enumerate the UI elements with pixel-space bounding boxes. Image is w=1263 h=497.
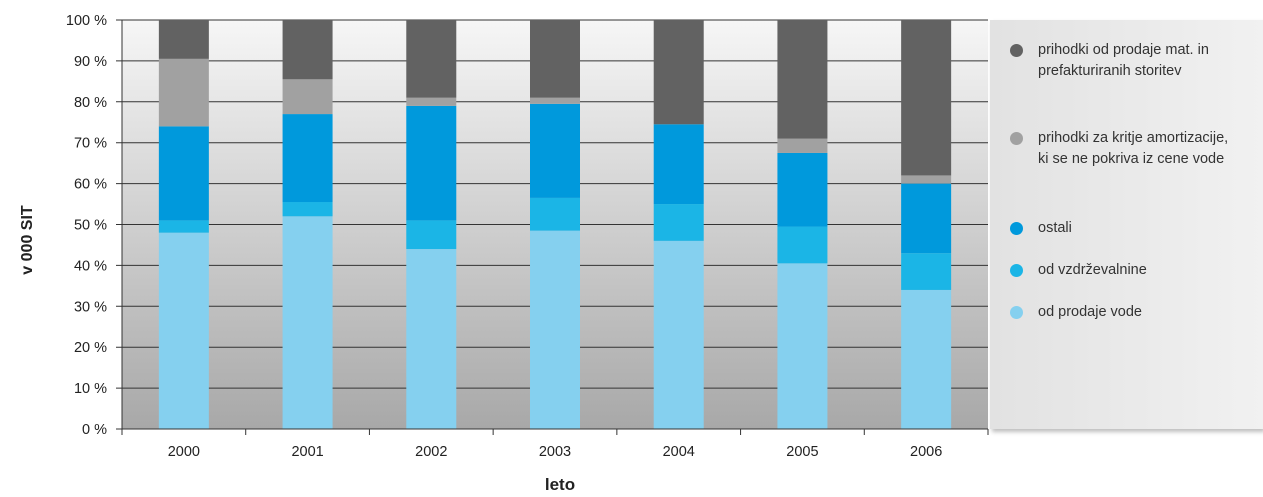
axes [121,20,989,435]
legend-item: ostali [1010,218,1260,239]
legend-label: ostali [1038,220,1072,236]
y-axis-label: v 000 SIT [19,205,36,275]
bar-segment [530,197,580,231]
bar-segment [530,103,580,198]
y-tick-label: 100 % [66,13,107,29]
legend-swatch [1010,264,1023,277]
y-tick-label: 50 % [74,218,107,234]
bar-segment [158,220,209,233]
bar-segment [282,202,333,217]
bar-segment [901,175,952,184]
y-tick-label: 30 % [74,299,107,315]
bar-segment [158,58,209,127]
x-tick-label: 2003 [539,444,571,460]
legend-label: prihodki od prodaje mat. in prefakturira… [1038,42,1209,79]
x-axis-label: leto [545,475,575,494]
bar-segment [653,204,704,241]
x-tick-label: 2006 [910,444,942,460]
bar-segment [158,20,209,59]
bar-segment [653,124,704,205]
bar-segment [158,232,209,429]
x-tick-label: 2005 [786,444,818,460]
legend-item: prihodki za kritje amortizacije, ki se n… [1010,128,1260,170]
bar-segment [530,230,580,429]
bars [158,20,952,429]
bar-segment [777,152,828,227]
legend-item: od vzdrževalnine [1010,260,1260,281]
x-tick-label: 2001 [291,444,323,460]
x-tick-label: 2004 [663,444,695,460]
bar-segment [653,20,704,125]
bar-segment [406,249,457,429]
bar-segment [406,220,457,250]
y-tick-label: 80 % [74,95,107,111]
bar-segment [282,114,333,203]
bar-segment [901,253,952,290]
y-tick-label: 20 % [74,340,107,356]
bar-segment [777,226,828,264]
y-tick-label: 70 % [74,136,107,152]
y-tick-label: 60 % [74,177,107,193]
bar-segment [282,216,333,429]
legend-swatch [1010,306,1023,319]
bar-segment [777,20,828,139]
bar-segment [653,240,704,429]
legend-item: od prodaje vode [1010,302,1260,323]
bar-segment [777,138,828,153]
bar-segment [406,20,457,98]
bar-segment [530,97,580,104]
legend-label: od prodaje vode [1038,304,1142,320]
legend: prihodki od prodaje mat. in prefakturira… [990,20,1263,429]
bar-segment [158,126,209,221]
legend-swatch [1010,132,1023,145]
bar-segment [406,105,457,221]
x-tick-label: 2000 [168,444,200,460]
y-tick-labels: 0 % 10 % 20 % 30 % 40 % 50 % 60 % 70 % 80 % 90 % 1… [66,13,107,438]
legend-label: prihodki za kritje amortizacije, ki se n… [1038,130,1229,167]
legend-label: od vzdrževalnine [1038,262,1147,278]
bar-segment [777,263,828,429]
legend-swatch [1010,44,1023,57]
bar-segment [282,20,333,80]
y-tick-label: 10 % [74,381,107,397]
y-tick-label: 0 % [82,422,107,438]
bar-segment [406,97,457,106]
bar-segment [282,79,333,115]
bar-segment [901,183,952,254]
legend-item: prihodki od prodaje mat. in prefakturira… [1010,40,1260,82]
legend-swatch [1010,222,1023,235]
bar-segment [530,20,580,98]
x-tick-label: 2002 [415,444,447,460]
bar-segment [901,20,952,176]
bar-segment [901,289,952,429]
y-tick-label: 90 % [74,54,107,70]
y-tick-label: 40 % [74,258,107,274]
x-tick-labels: 2000 2001 2002 2003 2004 2005 2006 [168,444,943,460]
